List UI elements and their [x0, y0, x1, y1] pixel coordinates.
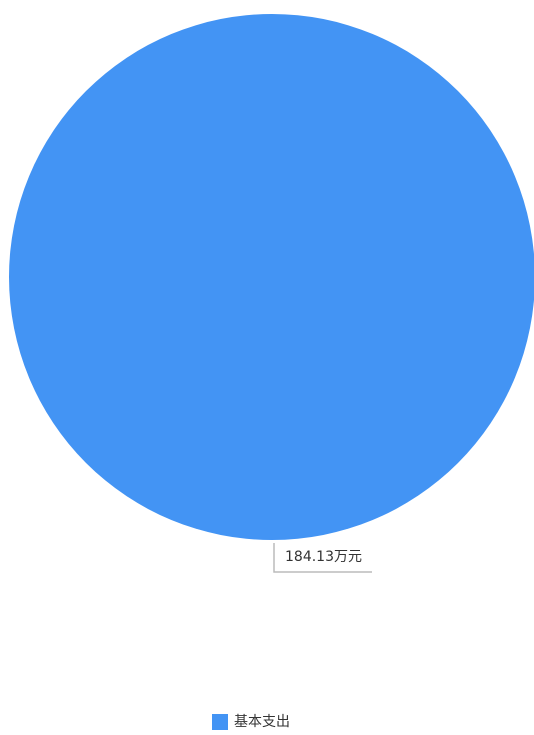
legend-label: 基本支出: [234, 713, 290, 730]
legend-swatch: [212, 714, 228, 730]
label-leader: [273, 543, 372, 573]
data-label: 184.13万元: [285, 549, 362, 565]
pie-slice: [9, 14, 534, 540]
